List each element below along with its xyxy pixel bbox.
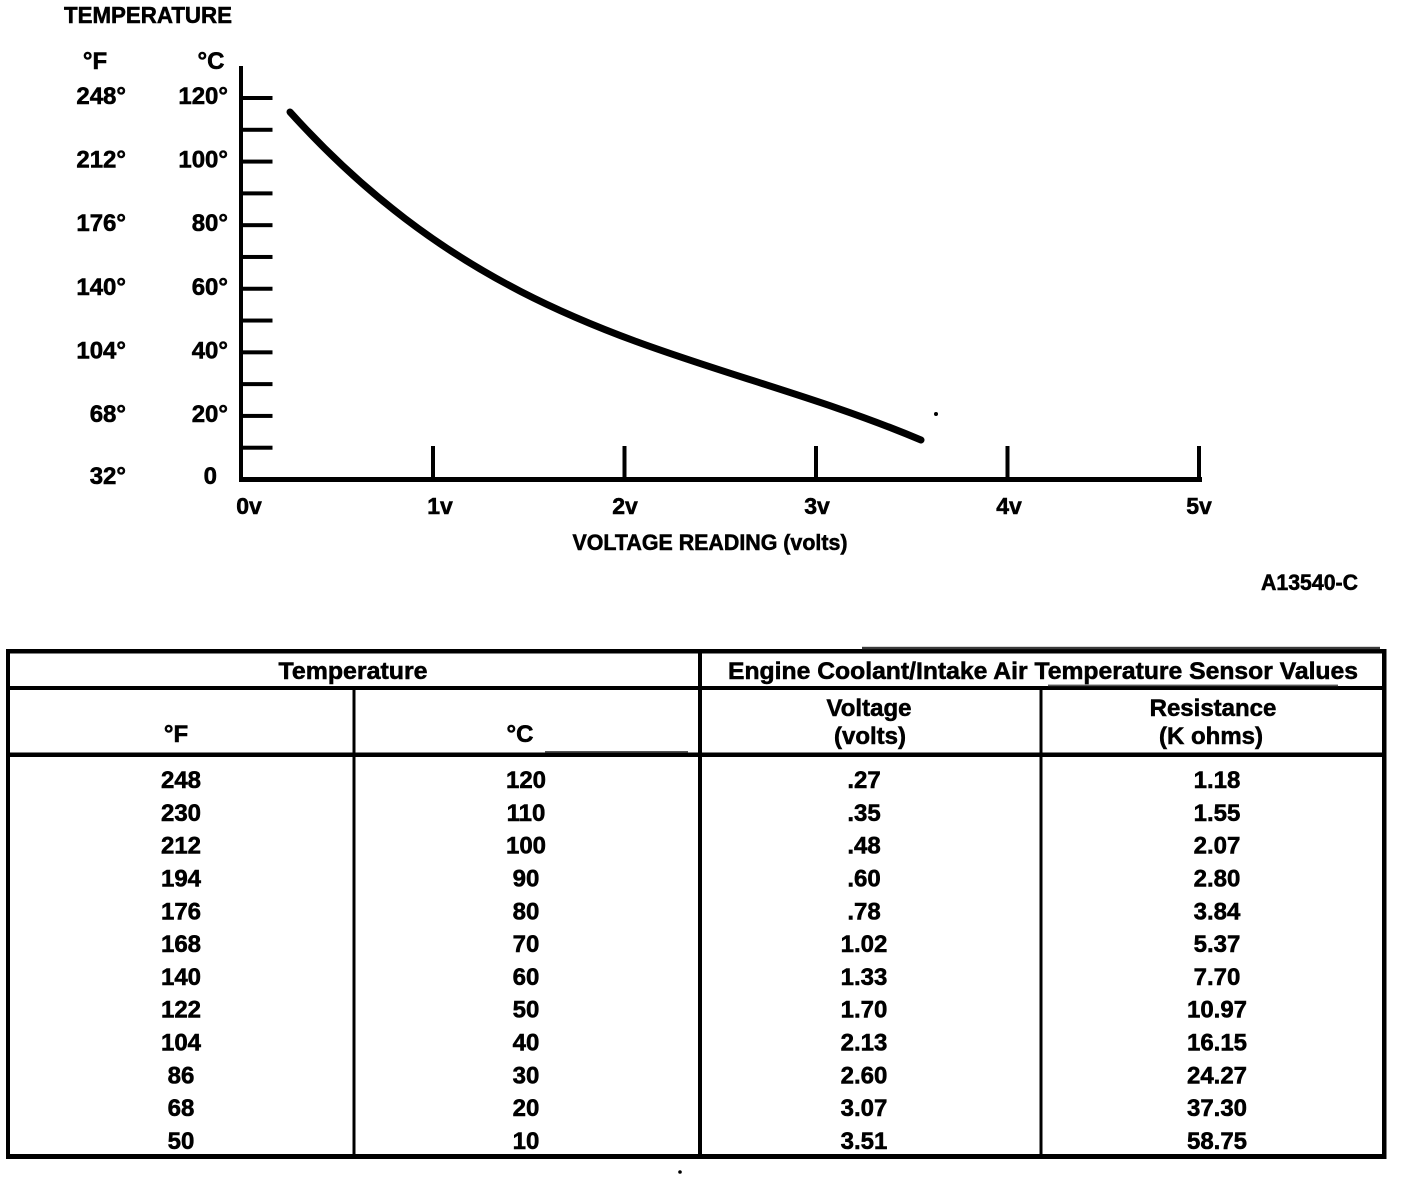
svg-text:°F: °F <box>83 48 107 75</box>
svg-text:60: 60 <box>513 964 540 991</box>
svg-text:248°: 248° <box>76 83 126 110</box>
svg-text:194: 194 <box>161 866 202 893</box>
svg-text:40°: 40° <box>192 337 228 364</box>
svg-text:230: 230 <box>161 800 201 827</box>
svg-text:10.97: 10.97 <box>1187 997 1247 1024</box>
svg-text:140: 140 <box>161 964 201 991</box>
svg-text:1.18: 1.18 <box>1194 767 1241 794</box>
svg-text:68: 68 <box>168 1095 195 1122</box>
svg-text:2.60: 2.60 <box>841 1062 888 1089</box>
svg-text:°C: °C <box>507 721 534 748</box>
svg-text:50: 50 <box>513 997 540 1024</box>
svg-text:110: 110 <box>507 800 546 827</box>
svg-text:°C: °C <box>198 48 225 75</box>
svg-text:A13540-C: A13540-C <box>1261 570 1358 595</box>
svg-text:30: 30 <box>513 1062 540 1089</box>
svg-text:248: 248 <box>161 767 201 794</box>
svg-text:3v: 3v <box>804 493 830 519</box>
svg-text:2.13: 2.13 <box>841 1030 888 1057</box>
svg-text:4v: 4v <box>996 493 1022 519</box>
svg-text:.60: .60 <box>847 866 880 893</box>
svg-text:24.27: 24.27 <box>1187 1062 1247 1089</box>
svg-text:32°: 32° <box>90 463 126 490</box>
svg-text:10: 10 <box>513 1128 540 1155</box>
svg-text:168: 168 <box>161 931 201 958</box>
svg-text:.78: .78 <box>847 898 880 925</box>
svg-text:122: 122 <box>161 997 201 1024</box>
svg-text:TEMPERATURE: TEMPERATURE <box>64 2 232 28</box>
svg-text:Engine Coolant/Intake Air Temp: Engine Coolant/Intake Air Temperature Se… <box>728 658 1358 685</box>
svg-text:2.80: 2.80 <box>1194 866 1241 893</box>
svg-text:176°: 176° <box>76 210 126 237</box>
svg-text:80: 80 <box>513 898 540 925</box>
svg-text:Resistance: Resistance <box>1150 695 1277 722</box>
svg-text:0v: 0v <box>236 493 262 519</box>
svg-text:0: 0 <box>204 463 217 490</box>
svg-text:80°: 80° <box>192 210 228 237</box>
svg-text:68°: 68° <box>90 401 126 428</box>
svg-text:3.07: 3.07 <box>841 1095 888 1122</box>
svg-text:Temperature: Temperature <box>279 658 428 685</box>
svg-text:.27: .27 <box>847 767 880 794</box>
svg-text:120: 120 <box>506 767 546 794</box>
svg-text:°F: °F <box>164 721 188 748</box>
svg-text:1.02: 1.02 <box>841 931 888 958</box>
svg-text:1.70: 1.70 <box>841 997 888 1024</box>
svg-text:.35: .35 <box>847 800 880 827</box>
svg-text:(volts): (volts) <box>834 723 906 750</box>
svg-text:5.37: 5.37 <box>1194 931 1241 958</box>
svg-text:VOLTAGE READING (volts): VOLTAGE READING (volts) <box>573 530 848 555</box>
svg-text:40: 40 <box>513 1030 540 1057</box>
svg-text:2.07: 2.07 <box>1194 833 1241 860</box>
svg-text:20°: 20° <box>192 401 228 428</box>
svg-text:1v: 1v <box>427 493 453 519</box>
svg-text:104: 104 <box>161 1030 202 1057</box>
svg-text:50: 50 <box>168 1128 195 1155</box>
svg-text:100: 100 <box>506 833 546 860</box>
svg-text:60°: 60° <box>192 274 228 301</box>
svg-text:140°: 140° <box>76 274 126 301</box>
svg-text:104°: 104° <box>76 337 126 364</box>
svg-text:176: 176 <box>161 898 201 925</box>
svg-text:58.75: 58.75 <box>1187 1128 1247 1155</box>
svg-text:1.33: 1.33 <box>841 964 888 991</box>
svg-text:16.15: 16.15 <box>1187 1030 1247 1057</box>
svg-text:Voltage: Voltage <box>827 695 912 722</box>
svg-text:212°: 212° <box>76 147 126 174</box>
svg-text:1.55: 1.55 <box>1194 800 1241 827</box>
svg-text:2v: 2v <box>612 493 638 519</box>
svg-text:7.70: 7.70 <box>1194 964 1241 991</box>
svg-text:3.84: 3.84 <box>1194 898 1241 925</box>
svg-text:90: 90 <box>513 866 540 893</box>
svg-text:70: 70 <box>513 931 540 958</box>
svg-text:5v: 5v <box>1186 493 1212 519</box>
svg-text:.48: .48 <box>847 833 880 860</box>
svg-text:(K ohms): (K ohms) <box>1159 723 1263 750</box>
svg-text:37.30: 37.30 <box>1187 1095 1247 1122</box>
svg-text:20: 20 <box>513 1095 540 1122</box>
svg-text:100°: 100° <box>178 147 228 174</box>
svg-text:212: 212 <box>161 833 201 860</box>
svg-text:120°: 120° <box>178 83 228 110</box>
svg-text:3.51: 3.51 <box>841 1128 888 1155</box>
svg-text:86: 86 <box>168 1062 195 1089</box>
